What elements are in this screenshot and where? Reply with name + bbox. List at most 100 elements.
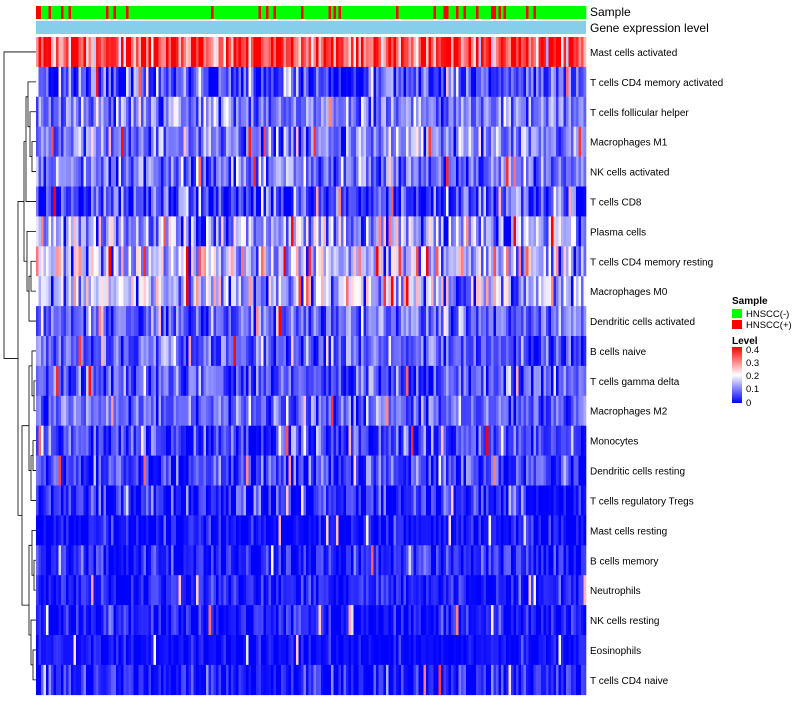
heatmap-cell — [236, 455, 239, 486]
sample-track-cell — [303, 6, 307, 19]
heatmap-cell — [541, 96, 544, 127]
heatmap-cell — [321, 425, 324, 456]
heatmap-cell — [363, 216, 367, 247]
sample-track-cell — [263, 6, 267, 19]
heatmap-cell — [296, 186, 299, 217]
heatmap-cell — [203, 425, 207, 456]
heatmap-cell — [336, 605, 339, 636]
heatmap-cell — [491, 365, 494, 397]
heatmap-cell — [163, 605, 167, 636]
heatmap-cell — [268, 336, 272, 367]
heatmap-cell — [246, 605, 249, 636]
heatmap-cell — [156, 515, 159, 546]
heatmap-cell — [408, 216, 412, 247]
heatmap-cell — [256, 395, 259, 426]
heatmap-cell — [348, 395, 352, 426]
heatmap-cell — [431, 515, 434, 546]
heatmap-cell — [416, 336, 419, 367]
heatmap-cell — [516, 246, 519, 277]
heatmap-cell — [168, 96, 172, 127]
heatmap-cell — [491, 545, 494, 576]
heatmap-cell — [531, 545, 534, 576]
heatmap-cell — [203, 186, 207, 217]
heatmap-cell — [306, 126, 309, 157]
heatmap-cell — [396, 37, 399, 68]
heatmap-cell — [423, 485, 427, 516]
heatmap-cell — [263, 635, 267, 666]
heatmap-cell — [578, 635, 582, 666]
heatmap-cell — [426, 545, 429, 576]
heatmap-cell — [553, 186, 557, 217]
heatmap-cell — [363, 425, 367, 456]
heatmap-cell — [298, 395, 302, 426]
heatmap-cell — [566, 395, 569, 426]
heatmap-cell — [146, 96, 149, 127]
heatmap-cell — [351, 575, 354, 606]
sample-track-cell — [316, 6, 319, 19]
heatmap-cell — [563, 485, 567, 516]
heatmap-cell — [73, 66, 77, 98]
heatmap-cell — [571, 575, 574, 606]
heatmap-cell — [111, 306, 114, 337]
heatmap-cell — [466, 186, 469, 217]
heatmap-cell — [516, 485, 519, 516]
heatmap-cell — [291, 246, 294, 277]
dendrogram-branch — [17, 201, 24, 516]
heatmap-cell — [383, 216, 387, 247]
heatmap-cell — [311, 425, 314, 456]
sample-track-cell — [358, 6, 362, 19]
heatmap-cell — [343, 216, 347, 247]
heatmap-cell — [96, 156, 99, 187]
heatmap-cell — [221, 575, 224, 606]
heatmap-cell — [188, 425, 192, 456]
heatmap-cell — [198, 485, 202, 516]
heatmap-cell — [176, 395, 179, 426]
heatmap-cell — [526, 425, 529, 456]
heatmap-cell — [306, 186, 309, 217]
heatmap-cell — [63, 96, 67, 127]
heatmap-cell — [266, 306, 269, 337]
heatmap-cell — [143, 246, 147, 277]
heatmap-cell — [471, 605, 474, 636]
dendrogram-branch — [31, 350, 36, 397]
heatmap-cell — [568, 395, 572, 426]
heatmap-cell — [298, 605, 302, 636]
heatmap-cell — [231, 455, 234, 486]
heatmap-cell — [323, 365, 327, 397]
heatmap-cell — [413, 365, 417, 397]
heatmap-cell — [266, 126, 269, 157]
heatmap-cell — [93, 664, 97, 696]
heatmap-cell — [151, 336, 154, 367]
heatmap-cell — [226, 126, 229, 157]
heatmap-cell — [178, 395, 182, 426]
heatmap-cell — [393, 186, 397, 217]
heatmap-cell — [198, 575, 202, 606]
heatmap-cell — [358, 276, 362, 307]
heatmap-cell — [198, 96, 202, 127]
heatmap-cell — [416, 545, 419, 576]
heatmap-cell — [266, 395, 269, 426]
heatmap-cell — [556, 37, 559, 68]
heatmap-cell — [471, 635, 474, 666]
heatmap-cell — [223, 635, 227, 666]
heatmap-cell — [546, 96, 549, 127]
heatmap-cell — [283, 545, 287, 576]
heatmap-cell — [133, 66, 137, 98]
heatmap-cell — [521, 575, 524, 606]
heatmap-cell — [548, 425, 552, 456]
heatmap-cell — [393, 545, 397, 576]
heatmap-cell — [456, 455, 459, 486]
heatmap-cell — [78, 306, 82, 337]
heatmap-cell — [268, 37, 272, 68]
heatmap-cell — [511, 276, 514, 307]
heatmap-cell — [243, 664, 247, 696]
heatmap-cell — [453, 635, 457, 666]
heatmap-cell — [396, 156, 399, 187]
heatmap-cell — [261, 306, 264, 337]
heatmap-cell — [176, 186, 179, 217]
heatmap-cell — [58, 216, 62, 247]
heatmap-cell — [361, 545, 364, 576]
heatmap-cell — [198, 66, 202, 98]
heatmap-cell — [121, 186, 124, 217]
heatmap-cell — [411, 156, 414, 187]
